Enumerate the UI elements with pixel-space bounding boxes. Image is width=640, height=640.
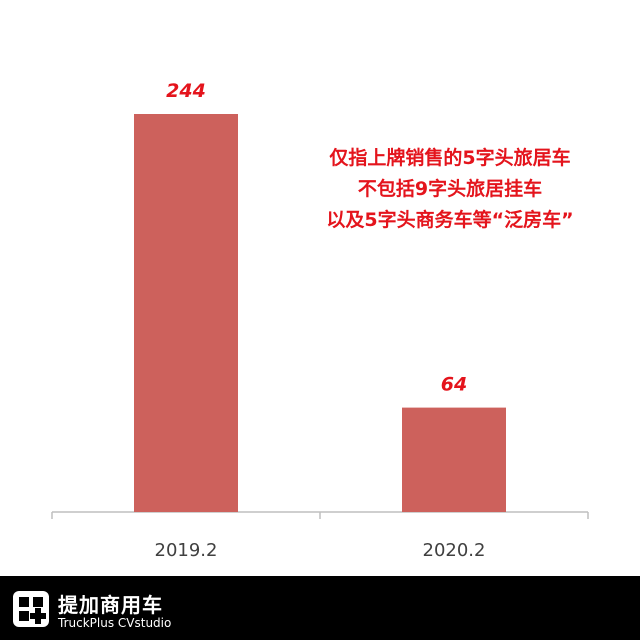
data-label: 64 bbox=[441, 374, 467, 396]
x-tick-label: 2020.2 bbox=[423, 540, 486, 561]
annotation-line-2: 不包括9字头旅居挂车 bbox=[357, 178, 543, 200]
bar-chart: 244 2019.2 64 2020.2 bbox=[51, 80, 589, 561]
annotation-line-3: 以及5字头商务车等“泛房车” bbox=[326, 209, 574, 231]
annotation-line-1: 仅指上牌销售的5字头旅居车 bbox=[329, 147, 571, 169]
truck-plus-logo-icon bbox=[13, 591, 49, 627]
footer-banner: 提加商用车 TruckPlus CVstudio bbox=[0, 576, 640, 640]
data-label: 244 bbox=[166, 80, 206, 102]
bar-2020.2 bbox=[402, 407, 506, 512]
chart-annotation: 仅指上牌销售的5字头旅居车 不包括9字头旅居挂车 以及5字头商务车等“泛房车” bbox=[290, 143, 610, 236]
bar-2019.2 bbox=[134, 114, 238, 512]
x-tick-label: 2019.2 bbox=[155, 540, 218, 561]
footer-brand-subtitle: TruckPlus CVstudio bbox=[58, 616, 172, 630]
footer-brand-name: 提加商用车 bbox=[58, 593, 163, 617]
